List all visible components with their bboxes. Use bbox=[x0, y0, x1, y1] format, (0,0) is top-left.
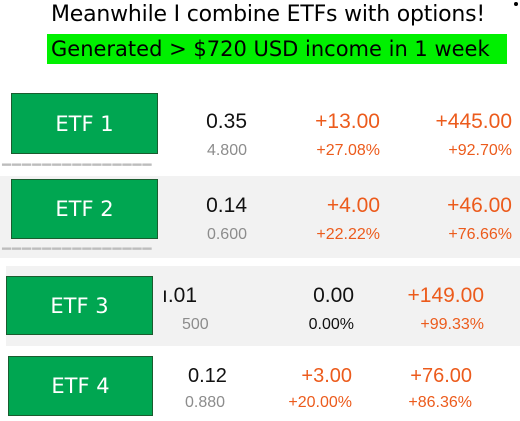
last-price: 0.12 bbox=[188, 365, 227, 387]
day-change-pct: +20.00% bbox=[288, 394, 352, 411]
cost-price: 0.600 bbox=[206, 226, 247, 243]
page-title: Meanwhile I combine ETFs with options! bbox=[51, 2, 486, 27]
day-change: +13.00 bbox=[315, 110, 380, 133]
day-change-pct: +27.08% bbox=[316, 142, 380, 159]
day-change-pct: +22.22% bbox=[316, 226, 380, 243]
etf-3-button[interactable]: ETF 3 bbox=[6, 276, 153, 335]
cost-price: 0.880 bbox=[185, 394, 226, 411]
last-price: ı.01 bbox=[162, 284, 198, 307]
last-price: 0.35 bbox=[206, 110, 247, 133]
day-change: +3.00 bbox=[301, 365, 352, 387]
corner-dot bbox=[514, 2, 518, 6]
etf-2-button[interactable]: ETF 2 bbox=[11, 179, 158, 239]
total-change: +46.00 bbox=[447, 194, 512, 217]
last-price: 0.14 bbox=[206, 194, 247, 217]
income-highlight: Generated > $720 USD income in 1 week bbox=[47, 34, 507, 64]
day-change-pct: 0.00% bbox=[308, 316, 354, 333]
cost-price: 500 bbox=[182, 316, 209, 333]
total-change: +149.00 bbox=[407, 284, 485, 307]
table-row[interactable]: ETF 3 ı.01 500 0.00 0.00% +149.00 +99.33… bbox=[6, 266, 520, 346]
table-row[interactable]: ▁▁▁▁▁▁▁▁▁▁▁▁▁▁▁ ETF 1 0.35 4.800 +13.00 … bbox=[0, 92, 520, 174]
total-change: +76.00 bbox=[410, 365, 472, 387]
total-change-pct: +86.36% bbox=[408, 394, 472, 411]
table-row[interactable]: ▁▁▁▁▁▁▁▁▁▁▁▁▁▁▁ ETF 2 0.14 0.600 +4.00 +… bbox=[0, 176, 520, 258]
day-change: +4.00 bbox=[326, 194, 380, 217]
cost-price: 4.800 bbox=[206, 142, 247, 159]
day-change: 0.00 bbox=[313, 284, 354, 307]
table-row[interactable]: ETF 4 0.12 0.880 +3.00 +20.00% +76.00 +8… bbox=[0, 352, 520, 421]
total-change-pct: +76.66% bbox=[448, 226, 512, 243]
etf-4-button[interactable]: ETF 4 bbox=[8, 356, 153, 416]
total-change-pct: +92.70% bbox=[448, 142, 512, 159]
total-change-pct: +99.33% bbox=[420, 316, 484, 333]
etf-1-button[interactable]: ETF 1 bbox=[11, 93, 158, 154]
total-change: +445.00 bbox=[435, 110, 513, 133]
